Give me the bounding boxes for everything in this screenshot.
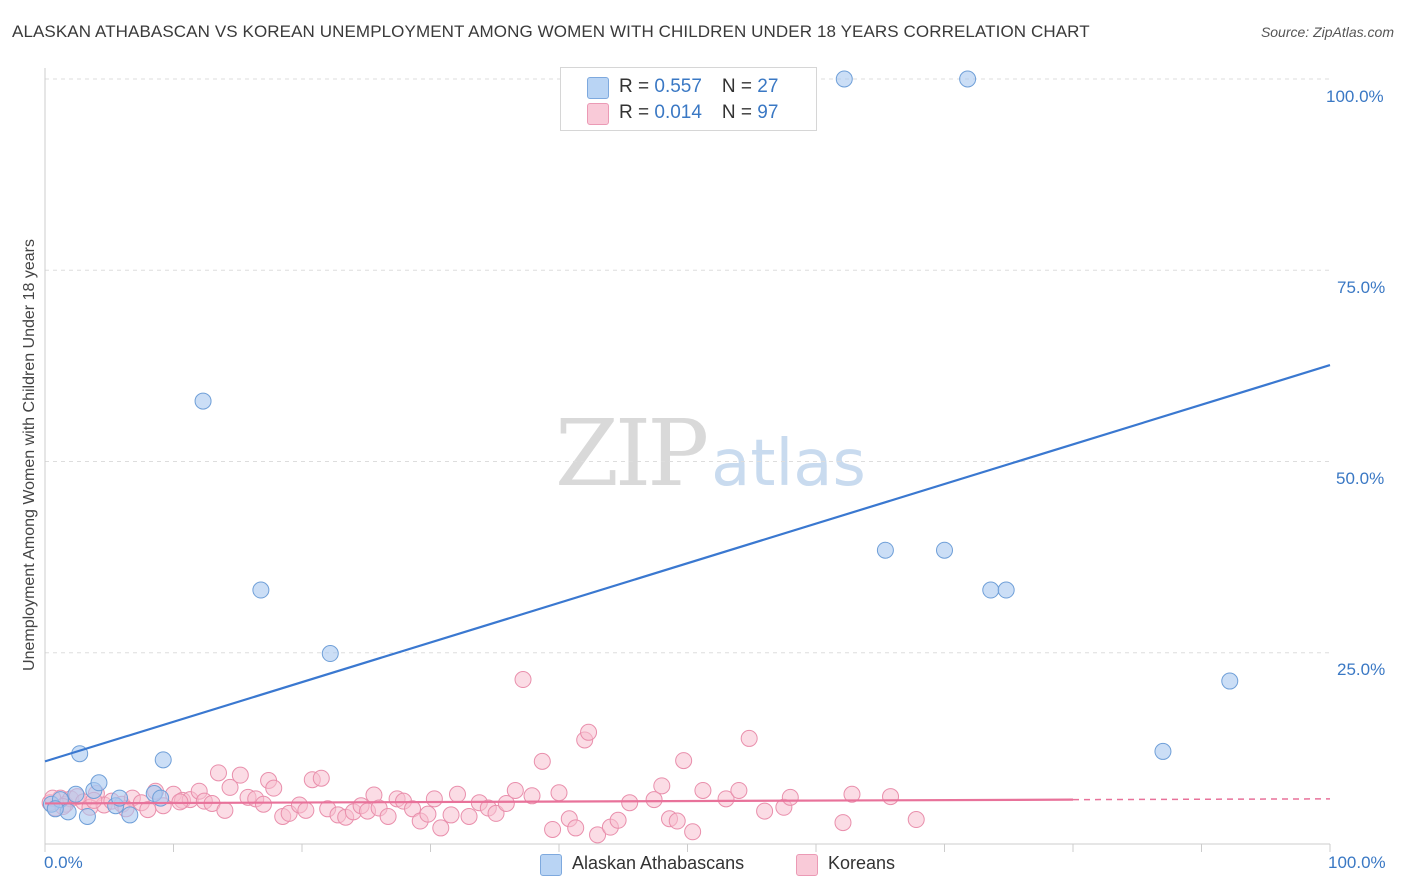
- alaskan-point-5: [78, 807, 96, 825]
- korean-point-70: [580, 723, 598, 741]
- korean-point-49: [404, 800, 422, 818]
- korean-point-78: [668, 812, 686, 830]
- alaskan-point-10: [121, 806, 139, 824]
- r-value: 0.014: [654, 102, 702, 123]
- watermark-atlas: atlas: [711, 427, 866, 501]
- alaskan-trendline: [44, 364, 1331, 763]
- alaskan-point-18: [835, 70, 853, 88]
- alaskan-swatch: [587, 77, 609, 99]
- korean-point-80: [684, 823, 702, 841]
- korean-point-65: [544, 820, 562, 838]
- alaskan-point-14: [194, 392, 212, 410]
- korean-point-82: [717, 790, 735, 808]
- watermark-zip: ZIP: [555, 400, 709, 507]
- korean-point-25: [221, 778, 239, 796]
- korean-point-71: [589, 826, 607, 844]
- legend-swatch-korean: [796, 854, 818, 876]
- alaskan-point-23: [997, 581, 1015, 599]
- korean-point-66: [550, 784, 568, 802]
- korean-point-87: [781, 788, 799, 806]
- alaskan-point-16: [321, 645, 339, 663]
- x-tick-label-max: 100.0%: [1328, 853, 1386, 872]
- n-label: N =: [721, 102, 758, 123]
- stats-legend: R = 0.557 N = 27 R = 0.014 N = 97: [560, 67, 817, 131]
- korean-swatch: [587, 103, 609, 125]
- korean-point-60: [497, 794, 515, 812]
- korean-point-84: [740, 729, 758, 747]
- korean-point-68: [567, 819, 585, 837]
- korean-point-54: [442, 806, 460, 824]
- korean-point-56: [460, 807, 478, 825]
- korean-point-81: [694, 781, 712, 799]
- korean-point-79: [675, 752, 693, 770]
- korean-point-53: [432, 819, 450, 837]
- n-value: 27: [757, 76, 779, 97]
- korean-point-61: [506, 781, 524, 799]
- korean-point-59: [487, 804, 505, 822]
- korean-point-52: [425, 790, 443, 808]
- alaskan-point-25: [1221, 672, 1239, 690]
- korean-point-73: [609, 811, 627, 829]
- alaskan-point-21: [936, 541, 953, 559]
- korean-point-62: [514, 671, 532, 689]
- source-label: Source: ZipAtlas.com: [1260, 24, 1394, 40]
- chart-title: ALASKAN ATHABASCAN VS KOREAN UNEMPLOYMEN…: [12, 22, 1090, 41]
- alaskan-point-19: [959, 70, 977, 88]
- korean-trendline: [44, 798, 1074, 805]
- r-label: R =: [619, 76, 655, 97]
- korean-point-85: [756, 802, 774, 820]
- korean-point-37: [312, 769, 330, 787]
- alaskan-point-3: [67, 785, 85, 803]
- korean-point-75: [645, 791, 663, 809]
- korean-point-46: [379, 807, 397, 825]
- korean-point-35: [297, 801, 315, 819]
- korean-point-31: [265, 779, 283, 797]
- korean-point-24: [216, 801, 234, 819]
- korean-point-26: [231, 766, 249, 784]
- korean-point-91: [907, 811, 925, 829]
- korean-point-83: [730, 781, 748, 799]
- alaskan-point-22: [982, 581, 1000, 599]
- korean-point-64: [533, 752, 551, 770]
- r-value: 0.557: [654, 76, 702, 97]
- stats-legend-text-korean: R = 0.014 N = 97: [619, 102, 778, 124]
- y-tick-label-50: 50.0%: [1336, 469, 1385, 488]
- alaskan-point-20: [876, 541, 894, 559]
- korean-point-76: [653, 777, 671, 795]
- n-label: N =: [721, 76, 758, 97]
- watermark: ZIPatlas: [555, 400, 866, 507]
- y-tick-label-25: 25.0%: [1337, 660, 1386, 679]
- legend-swatch-alaskan: [540, 854, 562, 876]
- korean-point-90: [882, 788, 900, 806]
- x-tick-label-min: 0.0%: [44, 853, 83, 872]
- alaskan-point-7: [90, 774, 108, 792]
- korean-point-63: [523, 787, 541, 805]
- r-label: R =: [619, 102, 655, 123]
- alaskan-point-15: [252, 581, 270, 599]
- alaskan-point-13: [154, 751, 172, 769]
- alaskan-point-26: [46, 800, 64, 818]
- n-value: 97: [757, 102, 779, 123]
- alaskan-point-24: [1154, 742, 1172, 760]
- y-tick-label-75: 75.0%: [1337, 278, 1386, 297]
- korean-point-74: [621, 794, 639, 812]
- korean-point-88: [834, 814, 852, 832]
- stats-legend-text-alaskan: R = 0.557 N = 27: [619, 76, 778, 98]
- korean-trendline-extension: [1072, 798, 1331, 801]
- legend-label-alaskan: Alaskan Athabascans: [572, 853, 745, 873]
- korean-point-51: [419, 805, 437, 823]
- legend-label-korean: Koreans: [828, 853, 896, 873]
- korean-point-29: [254, 795, 272, 813]
- korean-point-89: [843, 785, 861, 803]
- korean-point-55: [448, 785, 466, 803]
- korean-point-23: [209, 764, 227, 782]
- y-tick-label-100: 100.0%: [1326, 87, 1384, 106]
